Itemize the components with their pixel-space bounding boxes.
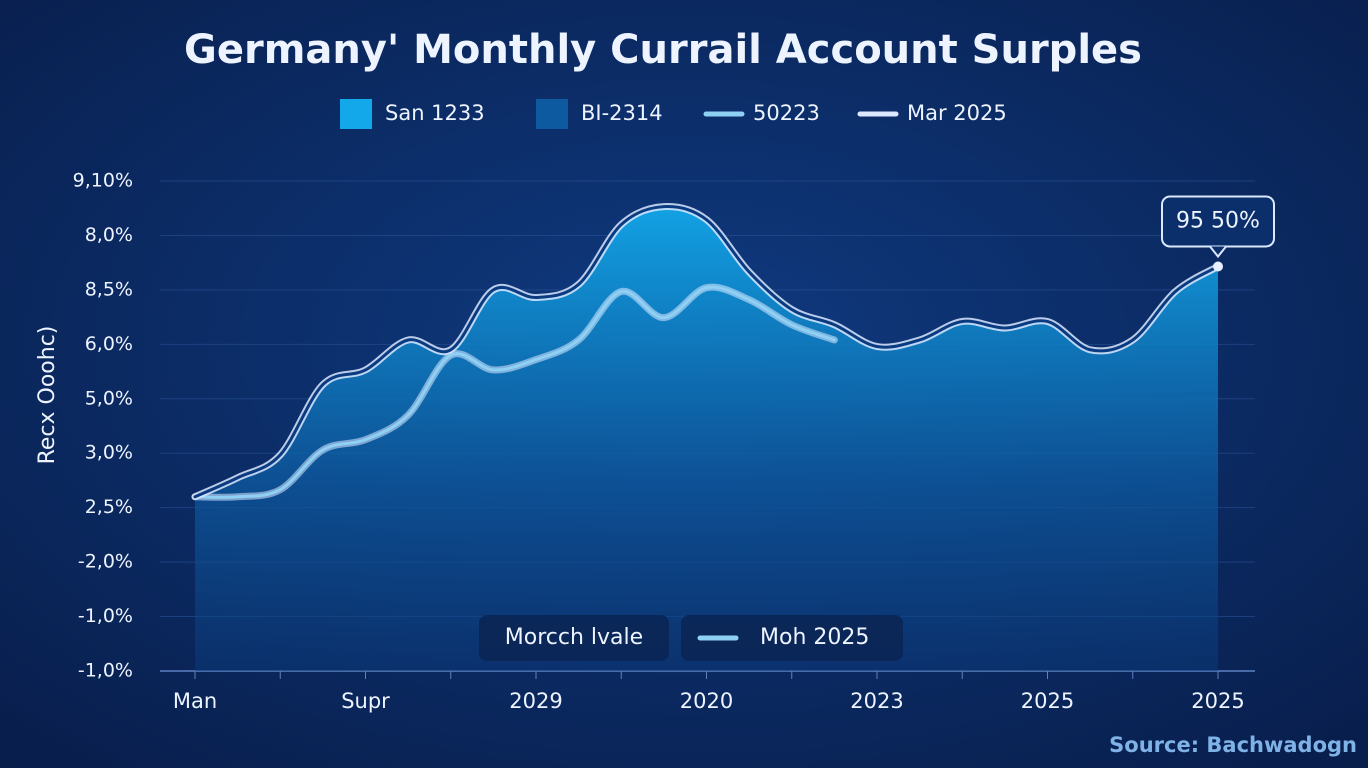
source: Source: Bachwadogn [1109, 733, 1357, 757]
legend-label: San 1233 [385, 101, 485, 125]
line [193, 285, 836, 499]
x-tick-label: 2025 [1021, 689, 1074, 713]
y-tick-label: 5,0% [85, 387, 133, 409]
x-tick-label: 2025 [1191, 689, 1244, 713]
chart-title: Germany' Monthly Currail Account Surples [184, 27, 1142, 73]
y-tick-label: -1,0% [78, 605, 133, 627]
y-tick-label: 9,10% [73, 170, 133, 192]
legend-label: BI-2314 [581, 101, 663, 125]
y-tick-label: -2,0% [78, 551, 133, 573]
x-tick-label: 2029 [509, 689, 562, 713]
x-tick-label: Man [173, 689, 217, 713]
callout-label: 95 50% [1176, 208, 1260, 233]
y-tick-label: 3,0% [85, 442, 133, 464]
legend-swatch [536, 99, 568, 129]
chip [479, 615, 669, 661]
y-axis-label: Recx Ooohc) [35, 326, 60, 465]
end-point [1213, 261, 1223, 272]
legend-swatch [340, 99, 372, 129]
x-tick-label: 2020 [680, 689, 733, 713]
chip [681, 615, 903, 661]
y-tick-label: 8,0% [85, 224, 133, 246]
y-tick-label: 8,5% [85, 278, 133, 300]
callout-pointer [1209, 245, 1227, 259]
y-tick-label: -1,0% [78, 660, 133, 682]
chip-label: Morcch lvale [505, 625, 643, 650]
legend: San 1233 BI-2314 50223 Mar 2025 [340, 99, 1007, 129]
legend-label: Mar 2025 [907, 101, 1007, 125]
line [193, 204, 1220, 499]
chip-label: Moh 2025 [760, 625, 869, 650]
legend-label: 50223 [753, 101, 820, 125]
x-tick-label: Supr [341, 689, 390, 713]
y-tick-label: 6,0% [85, 333, 133, 355]
y-tick-label: 2,5% [85, 496, 133, 518]
x-tick-label: 2023 [850, 689, 903, 713]
